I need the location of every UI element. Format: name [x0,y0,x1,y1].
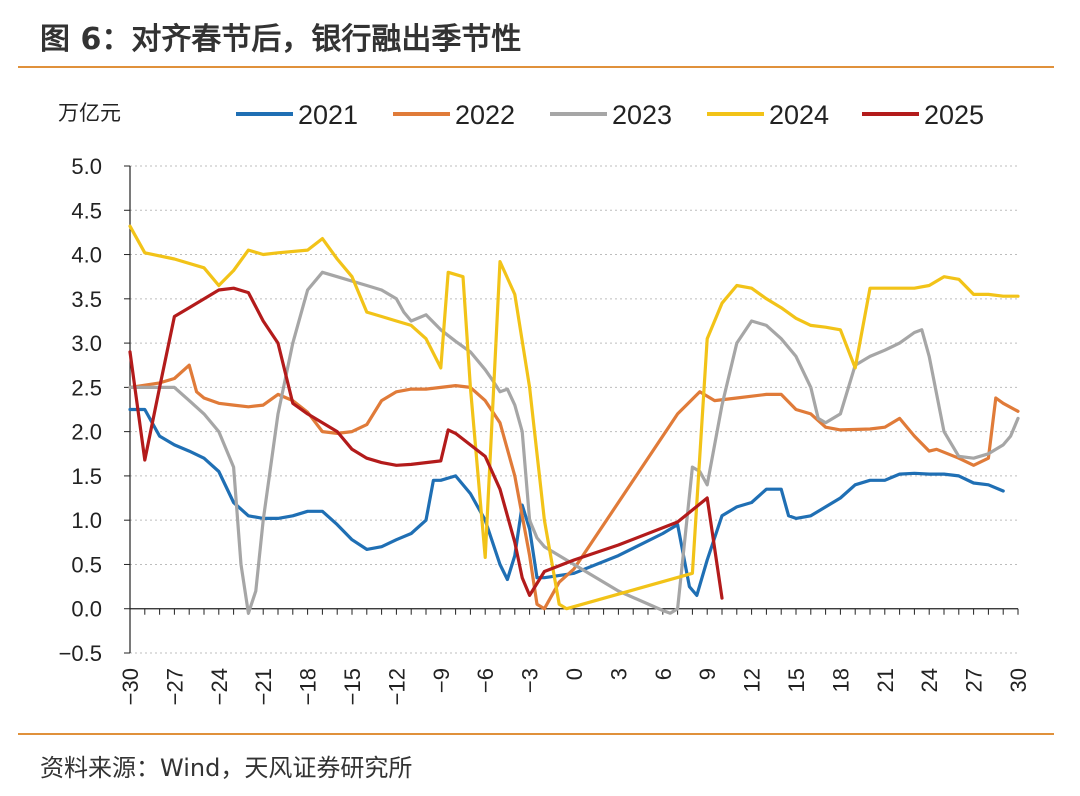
series-line-2025 [128,286,724,600]
series-line-2021 [128,407,1005,597]
legend-label-2023: 2023 [612,100,672,130]
x-tick-label: 9 [695,668,720,680]
source-divider [18,733,1054,735]
y-tick-label: 0.0 [71,597,102,622]
y-tick-label: 3.0 [71,331,102,356]
legend-label-2021: 2021 [298,100,358,130]
y-tick-label: 1.0 [71,508,102,533]
legend-label-2022: 2022 [455,100,515,130]
y-tick-label: 5.0 [71,154,102,179]
x-tick-label: −21 [251,668,276,705]
y-tick-label: 2.5 [71,375,102,400]
legend: 万亿元 2021 2022 2023 2024 2025 [58,100,984,130]
series-line-2023 [128,270,1020,615]
x-tick-label: 18 [828,668,853,692]
y-tick-label: 2.0 [71,420,102,445]
unit-label: 万亿元 [58,101,121,125]
gridlines [130,165,1018,654]
x-tick-label: −3 [518,668,543,693]
x-tick-label: 6 [651,668,676,680]
y-tick-label: 1.5 [71,464,102,489]
x-tick-label: 3 [606,668,631,680]
x-tick-label: 0 [562,668,587,680]
series-line-2024 [128,224,1020,611]
x-tick-label: 27 [962,668,987,692]
x-tick-label: −6 [473,668,498,693]
x-tick-label: 21 [873,668,898,692]
y-tick-label: −0.5 [59,641,102,666]
x-tick-label: −15 [340,668,365,705]
page-title: 图 6：对齐春节后，银行融出季节性 [40,22,522,57]
title-divider [18,66,1054,68]
x-tick-label: −24 [207,668,232,705]
axes: −0.50.00.51.01.52.02.53.03.54.04.55.0−30… [59,154,1031,705]
x-tick-label: −18 [296,668,321,705]
x-tick-label: 12 [740,668,765,692]
x-tick-label: 15 [784,668,809,692]
legend-label-2025: 2025 [924,100,984,130]
y-tick-label: 0.5 [71,552,102,577]
x-tick-label: 30 [1006,668,1031,692]
x-tick-label: −30 [118,668,143,705]
legend-label-2024: 2024 [769,100,829,130]
series-line-2022 [128,363,1020,611]
y-tick-label: 4.0 [71,243,102,268]
x-tick-label: 24 [917,668,942,692]
x-tick-label: −27 [162,668,187,705]
x-tick-label: −12 [384,668,409,705]
source-note: 资料来源：Wind，天风证券研究所 [40,754,413,782]
y-tick-label: 4.5 [71,198,102,223]
y-tick-label: 3.5 [71,287,102,312]
series-lines [128,224,1020,615]
x-tick-label: −9 [429,668,454,693]
